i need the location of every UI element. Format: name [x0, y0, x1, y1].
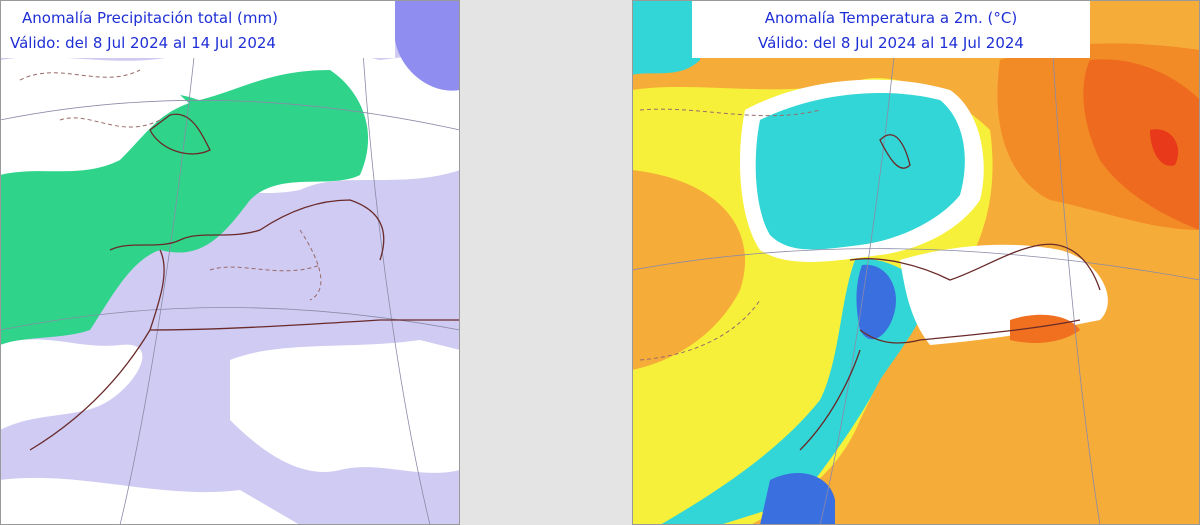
map-area: [755, 92, 965, 250]
graticule: [0, 0, 460, 525]
contour: [19, 69, 322, 301]
map-area: [632, 0, 700, 75]
contour: [639, 108, 821, 361]
map-area: [230, 340, 460, 473]
map-area: [1010, 314, 1080, 343]
map-subtitle: Válido: del 8 Jul 2024 al 14 Jul 2024: [758, 34, 1024, 52]
map-title: Anomalía Temperatura a 2m. (°C): [765, 9, 1017, 27]
map-area: [380, 0, 460, 91]
graticule: [632, 0, 1200, 525]
coastline: [799, 134, 1101, 451]
map-area: [0, 477, 300, 525]
map-subtitle: Válido: del 8 Jul 2024 al 14 Jul 2024: [10, 34, 276, 52]
temperature-map: Anomalía Temperatura a 2m. (°C) Válido: …: [632, 0, 1200, 525]
map-area: [1083, 59, 1200, 231]
map-area: [0, 339, 143, 430]
precipitation-map: Anomalía Precipitación total (mm) Válido…: [0, 0, 460, 525]
title-box: [0, 0, 395, 58]
map-area: [180, 95, 310, 154]
map-title: Anomalía Precipitación total (mm): [22, 9, 278, 27]
map-area: [1150, 129, 1179, 166]
map-area: [856, 264, 896, 340]
map-area: [760, 472, 835, 525]
coastline: [29, 113, 460, 451]
title-box: [692, 0, 1090, 58]
